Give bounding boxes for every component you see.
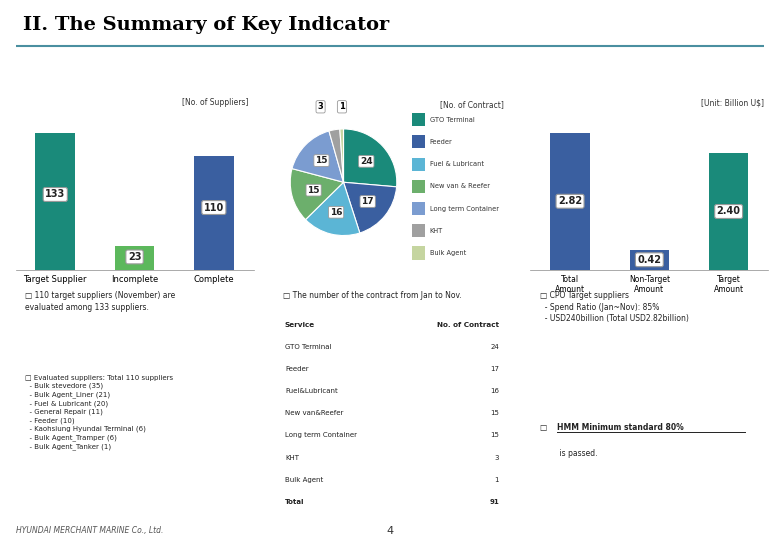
Text: KHT: KHT: [430, 228, 443, 234]
Text: Fuel&Lubricant: Fuel&Lubricant: [285, 388, 338, 394]
Text: Service: Service: [285, 322, 315, 328]
Text: 17: 17: [490, 366, 499, 372]
Text: 0.42: 0.42: [637, 255, 661, 265]
Wedge shape: [343, 129, 397, 187]
Wedge shape: [343, 183, 396, 233]
Text: II. The Summary of Key Indicator: II. The Summary of Key Indicator: [23, 16, 389, 35]
Bar: [412, 224, 425, 238]
Text: [Unit: Billion U$]: [Unit: Billion U$]: [700, 98, 764, 107]
Text: New van & Reefer: New van & Reefer: [430, 184, 490, 190]
Text: □: □: [540, 423, 550, 432]
Text: [No. of Suppliers]: [No. of Suppliers]: [183, 98, 249, 107]
Bar: [115, 246, 154, 270]
Text: 23: 23: [128, 252, 141, 262]
Text: 15: 15: [307, 186, 320, 194]
Wedge shape: [329, 129, 343, 183]
Text: Long term Container: Long term Container: [285, 433, 357, 438]
Text: 24: 24: [491, 344, 499, 350]
Text: 4: 4: [386, 525, 394, 536]
Wedge shape: [290, 168, 343, 220]
Text: □ Evaluated suppliers: Total 110 suppliers
  - Bulk stevedore (35)
  - Bulk Agen: □ Evaluated suppliers: Total 110 supplie…: [25, 375, 173, 450]
Text: 16: 16: [330, 208, 342, 217]
Text: GTO Terminal: GTO Terminal: [285, 344, 332, 350]
Text: Feeder: Feeder: [430, 139, 452, 145]
Text: 1: 1: [495, 477, 499, 483]
Text: Supplier Evaluation (Nov.): Supplier Evaluation (Nov.): [52, 72, 217, 82]
Text: 2.82: 2.82: [558, 196, 582, 206]
Bar: [412, 158, 425, 171]
Text: Contract Management (Jan.~Nov.): Contract Management (Jan.~Nov.): [285, 72, 499, 82]
Text: 15: 15: [490, 433, 499, 438]
Text: Bulk Agent: Bulk Agent: [285, 477, 323, 483]
Text: Spend Ratio (Jan.~ Nov.): Spend Ratio (Jan.~ Nov.): [572, 72, 727, 82]
Text: Fuel & Lubricant: Fuel & Lubricant: [430, 161, 484, 167]
Text: 3: 3: [495, 455, 499, 461]
Bar: [35, 133, 75, 270]
Wedge shape: [292, 131, 343, 183]
Text: Long term Container: Long term Container: [430, 206, 498, 212]
Bar: [412, 136, 425, 148]
Text: 91: 91: [489, 499, 499, 505]
Text: is passed.: is passed.: [557, 449, 597, 458]
Text: 110: 110: [204, 202, 224, 213]
Wedge shape: [306, 183, 360, 235]
Bar: [412, 180, 425, 193]
Bar: [194, 157, 234, 270]
Text: No. of Contract: No. of Contract: [437, 322, 499, 328]
Text: Bulk Agent: Bulk Agent: [430, 250, 466, 256]
Text: 24: 24: [360, 157, 373, 166]
Text: 133: 133: [45, 190, 66, 199]
Bar: [412, 113, 425, 126]
Bar: [709, 153, 749, 270]
Text: 3: 3: [317, 102, 324, 111]
Bar: [629, 249, 669, 270]
Text: [No. of Contract]: [No. of Contract]: [440, 100, 504, 109]
Text: 1: 1: [339, 102, 345, 111]
Text: HMM Minimum standard 80%: HMM Minimum standard 80%: [557, 423, 683, 432]
Bar: [412, 246, 425, 260]
Bar: [412, 202, 425, 215]
Text: 15: 15: [490, 410, 499, 416]
Text: □ The number of the contract from Jan to Nov.: □ The number of the contract from Jan to…: [282, 291, 461, 300]
Text: 15: 15: [315, 156, 328, 165]
Text: 17: 17: [361, 197, 374, 206]
Text: 2.40: 2.40: [717, 206, 741, 217]
Text: HYUNDAI MERCHANT MARINE Co., Ltd.: HYUNDAI MERCHANT MARINE Co., Ltd.: [16, 526, 163, 535]
Text: Total: Total: [285, 499, 304, 505]
Text: Feeder: Feeder: [285, 366, 309, 372]
Text: KHT: KHT: [285, 455, 299, 461]
Text: GTO Terminal: GTO Terminal: [430, 117, 474, 123]
Text: 16: 16: [490, 388, 499, 394]
Wedge shape: [340, 129, 343, 183]
Text: New van&Reefer: New van&Reefer: [285, 410, 343, 416]
Text: □ 110 target suppliers (November) are
evaluated among 133 suppliers.: □ 110 target suppliers (November) are ev…: [25, 291, 176, 312]
Bar: [550, 132, 590, 270]
Text: □ CPO Target suppliers
  - Spend Ratio (Jan~Nov): 85%
  - USD240billion (Total U: □ CPO Target suppliers - Spend Ratio (Ja…: [540, 291, 689, 323]
